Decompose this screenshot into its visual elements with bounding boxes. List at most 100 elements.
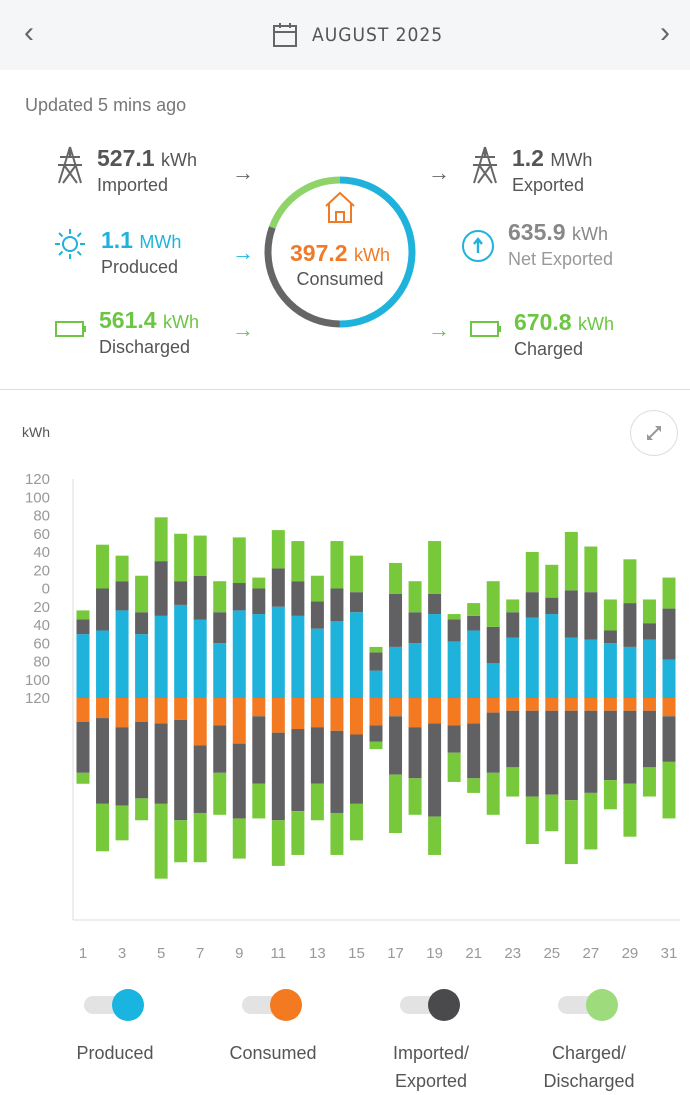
bar-charged-day-3 (115, 555, 129, 582)
bar-exported-day-16 (369, 652, 383, 671)
calendar-icon (273, 23, 297, 47)
bar-exported-day-30 (642, 623, 656, 640)
legend-toggle-charged[interactable]: Charged/Discharged (519, 985, 659, 1095)
y-axis-label: kWh (22, 424, 50, 440)
bar-charged-day-24 (525, 552, 539, 593)
bar-discharged-day-15 (349, 803, 363, 841)
bar-imported-day-25 (545, 710, 559, 795)
bar-imported-day-6 (174, 719, 188, 821)
legend-toggle-consumed[interactable]: Consumed (203, 985, 343, 1067)
discharged-unit: kWh (162, 312, 199, 332)
stat-imported: 527.1 kWh Imported (55, 145, 197, 197)
toggle-switch[interactable] (84, 985, 146, 1025)
bar-charged-day-5 (154, 517, 168, 562)
toggle-switch[interactable] (400, 985, 462, 1025)
bar-consumed-day-30 (642, 698, 656, 711)
charged-label: Charged (514, 339, 584, 359)
legend-label-line: Exported (394, 1071, 468, 1091)
bar-consumed-day-10 (252, 698, 266, 717)
expand-chart-button[interactable] (630, 410, 678, 456)
bar-discharged-day-30 (642, 767, 656, 797)
net-exported-label: Net Exported (508, 249, 614, 269)
arrow-right-icon: → (232, 317, 254, 342)
bar-exported-day-5 (154, 561, 168, 616)
bar-discharged-day-12 (291, 811, 305, 855)
bar-charged-day-8 (213, 581, 227, 613)
bar-discharged-day-29 (623, 783, 637, 837)
legend-toggle-imported[interactable]: Imported/Exported (361, 985, 501, 1095)
bar-produced-day-28 (603, 643, 617, 698)
legend-label: Produced (76, 1043, 154, 1063)
bar-charged-day-4 (135, 575, 149, 613)
bar-produced-day-23 (506, 637, 520, 698)
bar-charged-day-1 (76, 610, 90, 620)
bar-charged-day-15 (349, 555, 363, 593)
chevron-left-icon[interactable]: ‹ (24, 16, 34, 49)
bar-charged-day-9 (232, 537, 246, 584)
arrow-right-icon: → (428, 317, 450, 342)
bar-produced-day-25 (545, 614, 559, 698)
toggle-switch[interactable] (242, 985, 304, 1025)
bar-exported-day-3 (115, 581, 129, 611)
toggle-switch[interactable] (558, 985, 620, 1025)
y-tick-label: 60 (33, 635, 50, 652)
bar-charged-day-22 (486, 581, 500, 627)
bar-produced-day-13 (310, 628, 324, 698)
bar-produced-day-8 (213, 643, 227, 698)
x-tick-label: 13 (309, 945, 326, 962)
bar-exported-day-17 (389, 593, 403, 647)
bar-discharged-day-31 (662, 761, 676, 819)
y-tick-label: 20 (33, 599, 50, 616)
chevron-right-icon[interactable]: › (660, 16, 670, 49)
consumed-label: Consumed (296, 269, 384, 289)
consumed-unit: kWh (353, 245, 390, 265)
bar-discharged-day-26 (564, 800, 578, 865)
bar-consumed-day-11 (271, 698, 285, 733)
bar-imported-day-16 (369, 725, 383, 742)
legend-label-line: Imported/ (392, 1043, 470, 1063)
bar-charged-day-11 (271, 530, 285, 569)
bar-produced-day-31 (662, 659, 676, 698)
expand-icon (647, 426, 661, 440)
stat-produced: 1.1 MWh Produced (53, 227, 181, 279)
arrow-right-icon: → (232, 160, 254, 185)
bar-charged-day-23 (506, 599, 520, 613)
bar-produced-day-2 (96, 630, 110, 698)
bar-charged-day-28 (603, 599, 617, 631)
bar-imported-day-30 (642, 710, 656, 768)
bar-exported-day-22 (486, 626, 500, 664)
bar-imported-day-29 (623, 710, 637, 784)
sun-icon (55, 229, 85, 259)
updated-text: Updated 5 mins ago (25, 95, 187, 115)
bar-produced-day-27 (584, 639, 598, 698)
bar-imported-day-21 (467, 723, 481, 779)
bar-discharged-day-11 (271, 820, 285, 866)
arrow-right-icon: → (428, 160, 450, 185)
bar-discharged-day-19 (428, 816, 442, 855)
bar-discharged-day-20 (447, 752, 461, 782)
produced-value: 1.1 (101, 227, 133, 253)
legend-toggle-produced[interactable]: Produced (45, 985, 185, 1067)
bar-produced-day-9 (232, 610, 246, 698)
legend-label-line: Charged/ (551, 1043, 627, 1063)
bar-consumed-day-14 (330, 698, 344, 731)
bar-produced-day-22 (486, 663, 500, 698)
charged-unit: kWh (577, 314, 614, 334)
bar-charged-day-31 (662, 577, 676, 609)
bar-exported-day-15 (349, 592, 363, 613)
month-selector[interactable]: AUGUST 2025 (272, 22, 443, 48)
bar-consumed-day-13 (310, 698, 324, 728)
arrow-right-icon: → (232, 240, 254, 265)
bar-exported-day-11 (271, 568, 285, 607)
bar-discharged-day-22 (486, 772, 500, 815)
bar-imported-day-11 (271, 732, 285, 821)
bar-produced-day-11 (271, 606, 285, 698)
bar-produced-day-16 (369, 670, 383, 698)
bar-produced-day-6 (174, 604, 188, 698)
y-tick-label: 120 (25, 471, 50, 488)
bar-exported-day-29 (623, 603, 637, 647)
power-tower-icon (58, 146, 82, 184)
bar-consumed-day-27 (584, 698, 598, 711)
bar-exported-day-1 (76, 619, 90, 635)
bar-exported-day-25 (545, 597, 559, 615)
